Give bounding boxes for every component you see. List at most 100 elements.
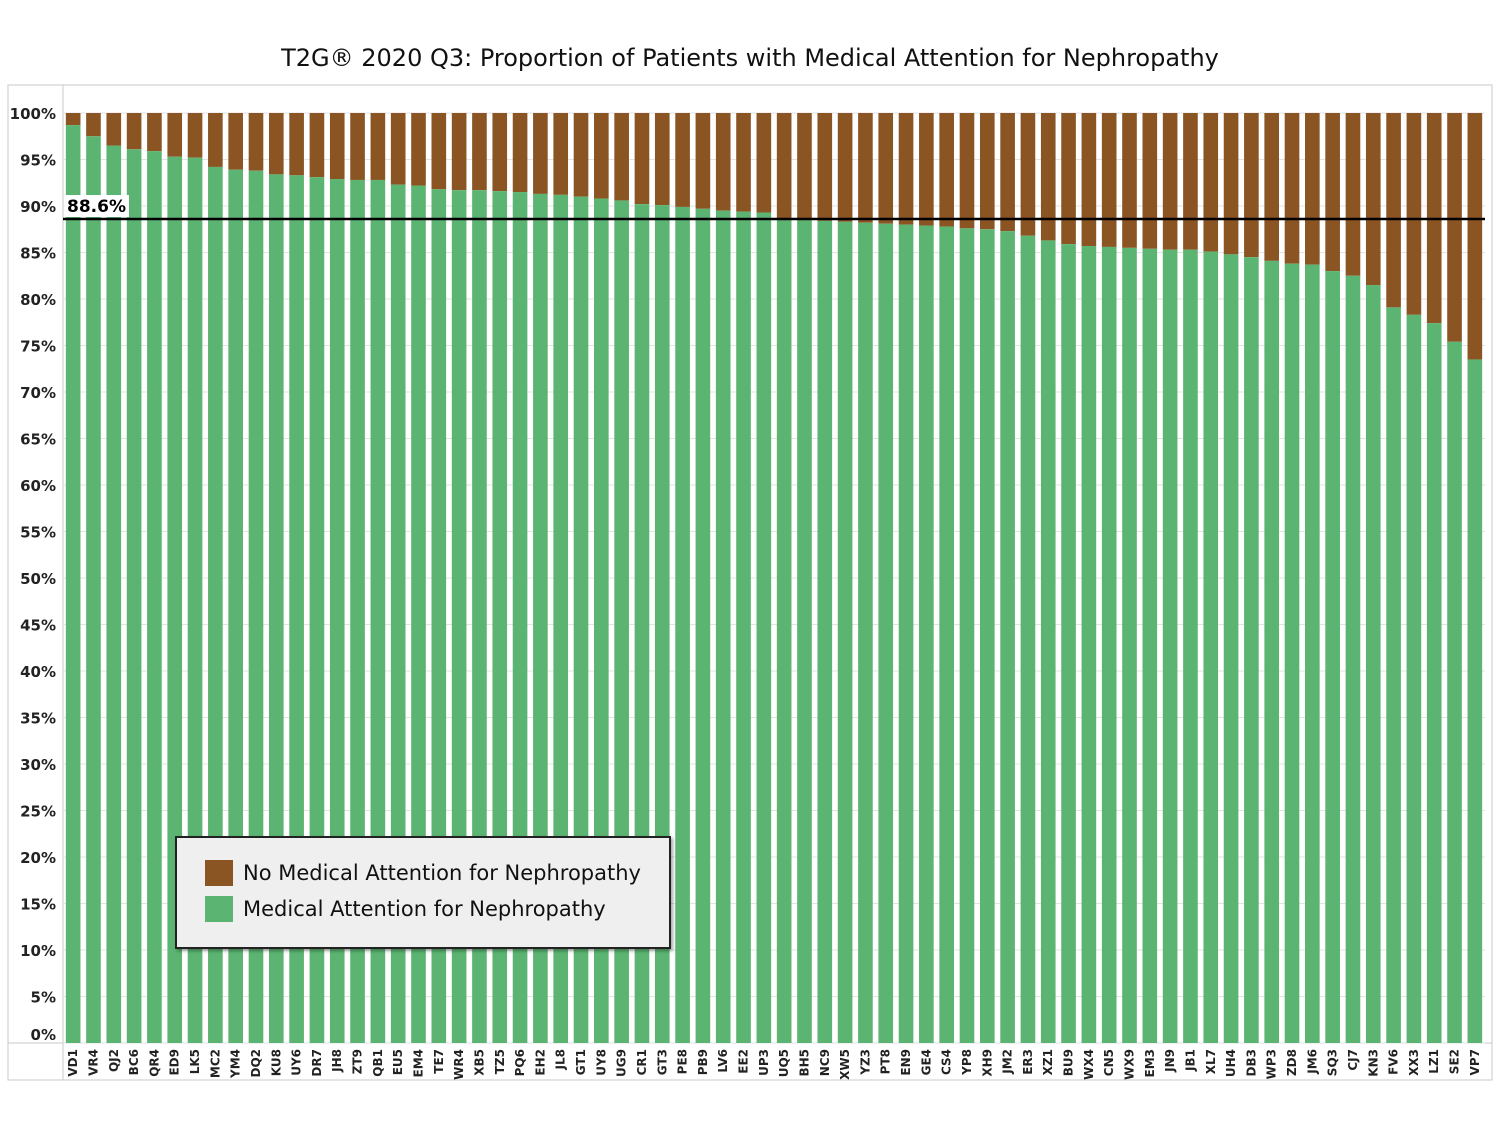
x-tick-label: JB1: [1183, 1049, 1197, 1072]
bar-no-attention-CN5: [1101, 113, 1117, 247]
bar-no-attention-SE2: [1447, 113, 1462, 342]
bar-no-attention-PE8: [675, 113, 690, 207]
bar-no-attention-EU5: [390, 113, 406, 185]
x-tick-label: UY6: [290, 1049, 304, 1076]
bar-no-attention-WR4: [451, 113, 467, 191]
bar-no-attention-JL8: [553, 113, 569, 195]
x-tick-label: JN9: [1163, 1049, 1177, 1073]
bar-attention-PB9: [695, 208, 711, 1044]
bar-attention-EM3: [1142, 248, 1158, 1043]
bar-attention-VD1: [65, 125, 81, 1044]
x-tick-label: SQ3: [1326, 1049, 1340, 1076]
x-tick-label: ZT9: [351, 1049, 365, 1074]
bar-no-attention-QR4: [147, 113, 162, 152]
bar-no-attention-UY6: [289, 113, 304, 176]
bar-no-attention-VR4: [86, 113, 101, 137]
bar-attention-PQ6: [512, 192, 528, 1044]
legend-swatch-no-attention: [205, 860, 233, 886]
bar-attention-JM6: [1305, 264, 1320, 1044]
bar-no-attention-UG9: [614, 113, 629, 201]
reference-label-bg: [65, 195, 129, 218]
bar-attention-DR7: [309, 177, 325, 1044]
bar-no-attention-DR7: [309, 113, 325, 178]
bar-attention-PT8: [878, 223, 894, 1044]
y-tick-label: 95%: [20, 152, 56, 170]
bar-no-attention-LK5: [187, 113, 203, 158]
bar-no-attention-ED9: [167, 113, 183, 157]
bar-attention-EN9: [898, 224, 914, 1044]
x-tick-label: UQ5: [777, 1049, 791, 1077]
x-tick-label: XH9: [980, 1049, 994, 1077]
bar-attention-YZ3: [858, 222, 873, 1044]
x-tick-label: GE4: [919, 1049, 933, 1075]
chart-title: T2G® 2020 Q3: Proportion of Patients wit…: [281, 44, 1219, 72]
bar-attention-QB1: [370, 179, 386, 1043]
bar-no-attention-YP8: [959, 113, 975, 229]
bar-attention-XZ1: [1040, 240, 1056, 1043]
bar-attention-TE7: [431, 189, 447, 1043]
bar-no-attention-EN9: [898, 113, 914, 225]
y-tick-label: 0%: [31, 1026, 56, 1044]
x-tick-label: UY8: [594, 1049, 608, 1076]
bar-no-attention-JM6: [1305, 113, 1320, 265]
x-tick-label: SE2: [1448, 1049, 1462, 1074]
bar-attention-CJ7: [1345, 275, 1361, 1043]
bar-attention-SE2: [1447, 341, 1462, 1043]
x-tick-label: XW5: [838, 1049, 852, 1080]
y-tick-label: 70%: [20, 384, 56, 402]
bar-attention-EM4: [411, 185, 426, 1044]
bar-no-attention-BH5: [797, 113, 812, 220]
bar-no-attention-EH2: [533, 113, 548, 194]
x-tick-label: WX9: [1123, 1049, 1137, 1080]
bar-attention-WR4: [451, 190, 467, 1043]
bar-no-attention-XH9: [979, 113, 995, 230]
x-tick-label: UP3: [757, 1049, 771, 1076]
bar-no-attention-KU8: [268, 113, 284, 175]
bar-no-attention-UP3: [756, 113, 772, 213]
y-tick-label: 25%: [20, 803, 56, 821]
x-tick-label: YP8: [960, 1049, 974, 1076]
x-tick-label: CN5: [1102, 1049, 1116, 1076]
x-tick-label: JH8: [330, 1049, 344, 1073]
bar-attention-GE4: [919, 225, 934, 1043]
bar-no-attention-PQ6: [512, 113, 528, 193]
x-tick-label: YZ3: [858, 1049, 872, 1076]
x-tick-label: LZ1: [1427, 1049, 1441, 1074]
bar-no-attention-VP7: [1467, 113, 1483, 360]
bar-no-attention-YZ3: [858, 113, 873, 223]
bar-attention-TZ5: [492, 191, 508, 1043]
bar-attention-UG9: [614, 200, 629, 1044]
x-tick-label: TZ5: [493, 1049, 507, 1074]
bar-no-attention-ER3: [1020, 113, 1036, 236]
bar-attention-YM4: [228, 169, 243, 1044]
y-tick-label: 40%: [20, 663, 56, 681]
x-tick-label: LK5: [188, 1049, 202, 1074]
x-tick-label: JM2: [1001, 1049, 1015, 1075]
x-tick-label: EN9: [899, 1049, 913, 1076]
x-tick-label: PQ6: [513, 1049, 527, 1076]
x-tick-label: XL7: [1204, 1049, 1218, 1074]
bar-attention-KU8: [268, 174, 284, 1043]
bar-attention-UY6: [289, 175, 304, 1043]
bar-no-attention-TE7: [431, 113, 447, 190]
legend-label-no-attention: No Medical Attention for Nephropathy: [243, 861, 641, 885]
y-tick-label: 10%: [20, 942, 56, 960]
x-tick-label: LV6: [716, 1049, 730, 1073]
bar-no-attention-TZ5: [492, 113, 508, 192]
bar-no-attention-XB5: [472, 113, 487, 191]
bar-attention-BH5: [797, 219, 812, 1043]
x-tick-label: EM4: [412, 1049, 426, 1078]
bar-no-attention-QB1: [370, 113, 386, 180]
y-tick-label: 75%: [20, 338, 56, 356]
bar-no-attention-JB1: [1183, 113, 1198, 250]
x-tick-label: CS4: [940, 1049, 954, 1075]
y-tick-label: 5%: [31, 989, 56, 1007]
x-tick-label: VR4: [86, 1049, 100, 1076]
bar-no-attention-EM3: [1142, 113, 1158, 249]
bar-no-attention-JM2: [1000, 113, 1015, 232]
x-tick-label: QR4: [147, 1049, 161, 1077]
bar-attention-JL8: [553, 194, 569, 1044]
bar-attention-GT3: [654, 205, 670, 1043]
x-tick-label: EE2: [737, 1049, 751, 1074]
y-tick-label: 65%: [20, 431, 56, 449]
